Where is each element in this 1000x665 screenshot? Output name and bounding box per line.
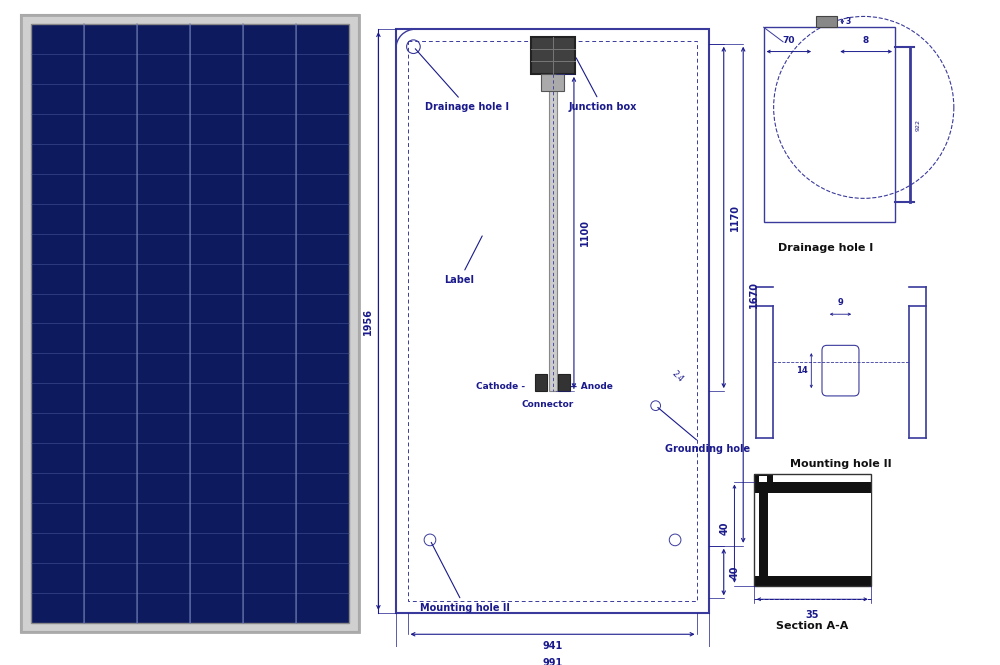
Bar: [816, 15, 837, 27]
Bar: [31, 25, 349, 622]
Bar: [768, 501, 803, 509]
Text: 1100: 1100: [580, 219, 590, 246]
Bar: [754, 473, 773, 481]
Text: 991: 991: [542, 658, 563, 665]
Bar: [549, 74, 557, 391]
Bar: [759, 475, 767, 481]
Bar: [541, 74, 564, 92]
Text: Drainage hole I: Drainage hole I: [415, 49, 509, 112]
Text: 922: 922: [915, 118, 920, 130]
Bar: [754, 473, 871, 586]
Text: + Anode: + Anode: [570, 382, 613, 391]
Text: Junction box: Junction box: [568, 58, 637, 112]
Text: 1956: 1956: [363, 307, 373, 334]
Bar: [21, 15, 359, 632]
Bar: [759, 493, 768, 576]
Text: Mounting hole II: Mounting hole II: [420, 543, 510, 613]
Bar: [535, 374, 547, 391]
Text: 1170: 1170: [730, 204, 740, 231]
Bar: [408, 41, 697, 601]
Text: Connector: Connector: [522, 400, 574, 409]
Bar: [21, 15, 359, 632]
Text: 9: 9: [838, 299, 843, 307]
Bar: [764, 27, 895, 222]
Text: Drainage hole I: Drainage hole I: [778, 243, 874, 253]
Text: 40: 40: [730, 565, 740, 579]
Text: 1670: 1670: [749, 281, 759, 309]
Text: Section A-A: Section A-A: [776, 620, 848, 630]
Text: 2.4: 2.4: [670, 369, 685, 384]
Text: Label: Label: [445, 236, 482, 285]
Bar: [396, 29, 709, 613]
Bar: [768, 493, 871, 576]
Text: 8: 8: [863, 36, 869, 45]
Text: Mounting hole II: Mounting hole II: [790, 459, 891, 469]
Text: 70: 70: [783, 36, 795, 45]
Text: 941: 941: [542, 641, 563, 651]
Text: 3: 3: [845, 17, 850, 26]
Text: 35: 35: [806, 610, 819, 620]
Text: 14: 14: [796, 366, 807, 375]
Bar: [754, 481, 871, 493]
Bar: [531, 37, 575, 74]
Text: 40: 40: [720, 521, 730, 535]
Text: Grounding hole: Grounding hole: [658, 408, 751, 454]
Bar: [31, 25, 349, 622]
Bar: [558, 374, 570, 391]
Text: Cathode -: Cathode -: [476, 382, 525, 391]
Bar: [754, 576, 871, 586]
